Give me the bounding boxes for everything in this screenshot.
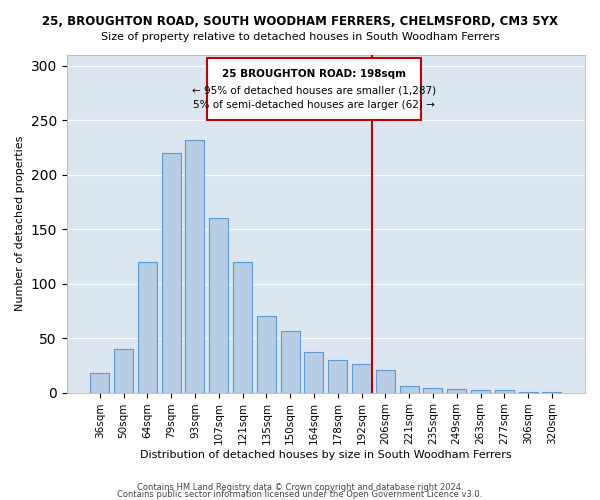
Bar bbox=[185, 140, 205, 392]
Y-axis label: Number of detached properties: Number of detached properties bbox=[15, 136, 25, 312]
Text: Contains public sector information licensed under the Open Government Licence v3: Contains public sector information licen… bbox=[118, 490, 482, 499]
Bar bbox=[328, 360, 347, 392]
Text: Size of property relative to detached houses in South Woodham Ferrers: Size of property relative to detached ho… bbox=[101, 32, 499, 42]
Text: ← 95% of detached houses are smaller (1,287): ← 95% of detached houses are smaller (1,… bbox=[192, 86, 436, 96]
Bar bbox=[400, 386, 419, 392]
Bar bbox=[352, 364, 371, 392]
Bar bbox=[161, 153, 181, 392]
Bar bbox=[471, 390, 490, 392]
Bar bbox=[304, 352, 323, 393]
Bar bbox=[114, 349, 133, 393]
Bar bbox=[495, 390, 514, 392]
Bar bbox=[447, 390, 466, 392]
FancyBboxPatch shape bbox=[207, 58, 421, 120]
Bar bbox=[90, 373, 109, 392]
Text: 25 BROUGHTON ROAD: 198sqm: 25 BROUGHTON ROAD: 198sqm bbox=[222, 69, 406, 79]
Bar bbox=[424, 388, 442, 392]
Bar bbox=[257, 316, 276, 392]
Bar bbox=[138, 262, 157, 392]
X-axis label: Distribution of detached houses by size in South Woodham Ferrers: Distribution of detached houses by size … bbox=[140, 450, 512, 460]
Text: Contains HM Land Registry data © Crown copyright and database right 2024.: Contains HM Land Registry data © Crown c… bbox=[137, 484, 463, 492]
Bar bbox=[233, 262, 252, 392]
Bar bbox=[209, 218, 228, 392]
Text: 5% of semi-detached houses are larger (62) →: 5% of semi-detached houses are larger (6… bbox=[193, 100, 435, 110]
Bar bbox=[376, 370, 395, 392]
Bar bbox=[281, 330, 299, 392]
Text: 25, BROUGHTON ROAD, SOUTH WOODHAM FERRERS, CHELMSFORD, CM3 5YX: 25, BROUGHTON ROAD, SOUTH WOODHAM FERRER… bbox=[42, 15, 558, 28]
